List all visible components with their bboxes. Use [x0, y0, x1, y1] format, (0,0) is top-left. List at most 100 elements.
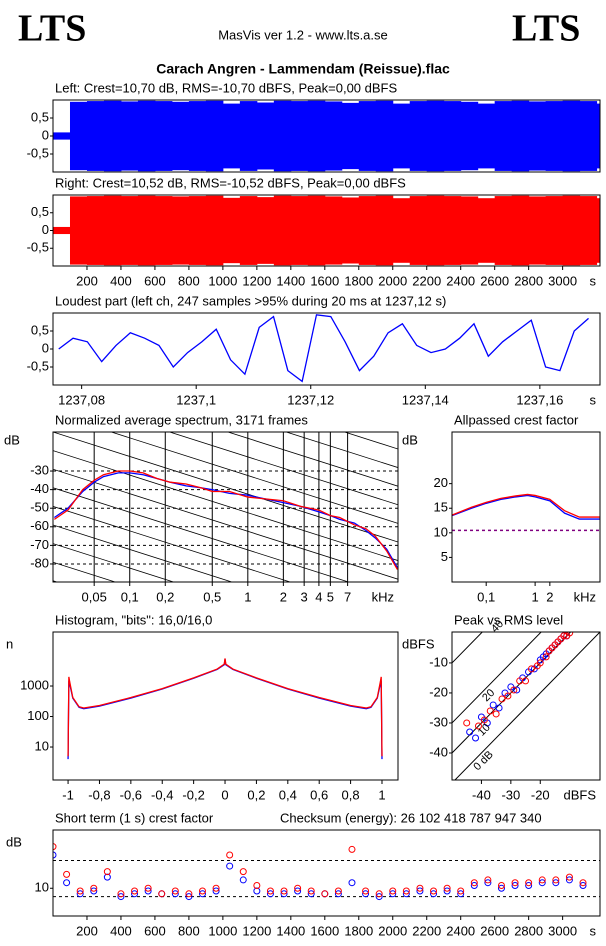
point	[321, 890, 329, 898]
y-tick-label: 0,5	[31, 204, 49, 219]
file-name: Carach Angren - Lammendam (Reissue).flac	[156, 61, 450, 77]
point	[525, 881, 533, 889]
x-tick-label: 0,2	[247, 787, 265, 802]
plot	[53, 195, 600, 266]
x-tick-label: 1800	[344, 923, 373, 938]
x-tick-label: 600	[144, 273, 166, 288]
point	[497, 881, 505, 889]
x-tick-label: 2	[546, 589, 553, 604]
y-tick-label: 0	[42, 127, 49, 142]
x-tick-label: 4	[315, 589, 322, 604]
y-tick-label: 10	[434, 524, 448, 539]
y-tick-label: -30	[30, 462, 49, 477]
point	[430, 890, 438, 898]
point	[253, 881, 261, 889]
point	[538, 876, 546, 884]
x-tick-label: 600	[144, 923, 166, 938]
x-tick-label: 0	[221, 787, 228, 802]
x-tick-label: 1237,16	[516, 392, 563, 407]
point	[212, 887, 220, 895]
point	[362, 887, 370, 895]
point	[280, 890, 288, 898]
x-tick-label: 2400	[446, 273, 475, 288]
plot-frame	[451, 431, 601, 583]
x-tick-label: -40	[472, 787, 491, 802]
point	[185, 893, 193, 901]
y-tick-label: 20	[434, 475, 448, 490]
x-tick-label: 1200	[242, 273, 271, 288]
point	[362, 890, 370, 898]
x-tick-label: -0,8	[88, 787, 110, 802]
x-tick-label: 1	[378, 787, 385, 802]
point	[466, 728, 474, 736]
point	[443, 887, 451, 895]
x-tick-label: 1237,12	[287, 392, 334, 407]
point	[470, 881, 478, 889]
point	[579, 881, 587, 889]
point	[334, 890, 342, 898]
decor-line	[53, 543, 175, 582]
decor-line	[168, 432, 398, 506]
point	[486, 707, 494, 715]
point	[212, 884, 220, 892]
y-axis-unit: dBFS	[402, 636, 435, 651]
point	[510, 686, 518, 694]
x-tick-label: 2200	[412, 273, 441, 288]
plot-frame	[451, 631, 601, 781]
point	[463, 719, 471, 727]
y-tick-label: 10	[35, 738, 49, 753]
point	[198, 890, 206, 898]
x-tick-label: 3000	[548, 273, 577, 288]
series-line	[58, 314, 589, 383]
y-tick-label: 0	[42, 222, 49, 237]
x-axis-unit: s	[590, 273, 597, 288]
series-line	[53, 470, 398, 570]
y-axis-unit: dB	[4, 432, 20, 447]
point	[266, 890, 274, 898]
x-axis-unit: kHz	[574, 589, 596, 604]
y-tick-label: -40	[429, 744, 448, 759]
point	[375, 893, 383, 901]
point	[484, 879, 492, 887]
point	[239, 876, 247, 884]
point	[307, 890, 315, 898]
chart-title: Allpassed crest factor	[454, 412, 579, 427]
x-tick-label: -30	[501, 787, 520, 802]
x-tick-label: 2200	[412, 923, 441, 938]
point	[171, 887, 179, 895]
point	[470, 879, 478, 887]
x-tick-label: 2600	[480, 273, 509, 288]
point	[131, 890, 139, 898]
point	[565, 876, 573, 884]
point	[76, 887, 84, 895]
chart-title: Loudest part (left ch, 247 samples >95% …	[55, 293, 446, 308]
point	[498, 695, 506, 703]
point	[185, 890, 193, 898]
series-line	[452, 494, 600, 520]
plot	[53, 100, 600, 172]
plot-frame	[52, 99, 601, 173]
point	[511, 879, 519, 887]
logo: LTS	[18, 8, 86, 50]
decor-line	[53, 524, 234, 582]
x-tick-label: 400	[110, 923, 132, 938]
logo: LTS	[512, 8, 580, 50]
x-tick-label: 3	[301, 589, 308, 604]
y-tick-label: -0,5	[27, 240, 49, 255]
x-tick-label: 2000	[378, 923, 407, 938]
x-tick-label: -1	[62, 787, 74, 802]
point	[495, 704, 503, 712]
x-tick-label: 2600	[480, 923, 509, 938]
plot-frame	[52, 312, 601, 386]
y-tick-label: 1000	[20, 677, 49, 692]
chart-title: Peak vs RMS level	[454, 612, 563, 627]
x-tick-label: 0,1	[477, 589, 495, 604]
point	[416, 884, 424, 892]
plot-frame	[52, 829, 601, 917]
point	[402, 890, 410, 898]
plot-frame	[52, 431, 399, 583]
point	[90, 884, 98, 892]
y-tick-label: -40	[30, 481, 49, 496]
chart-title: Short term (1 s) crest factor	[55, 810, 214, 825]
point	[565, 873, 573, 881]
